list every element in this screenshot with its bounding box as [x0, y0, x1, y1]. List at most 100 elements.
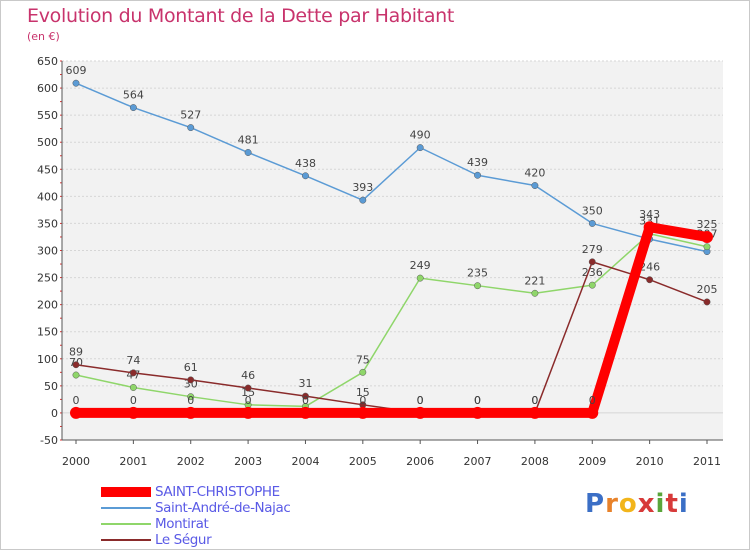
data-label-le-s-gur: 205 — [697, 283, 718, 296]
data-point-saint-andr-de-najac — [474, 171, 481, 179]
data-point-montirat — [588, 281, 596, 289]
y-tick-label: 0 — [51, 407, 58, 420]
data-label-le-s-gur: 89 — [69, 346, 83, 359]
data-point-le-s-gur — [187, 376, 195, 384]
plot-area — [62, 61, 723, 440]
data-label-saint-christophe: 0 — [73, 394, 80, 407]
data-point-saint-andr-de-najac — [416, 144, 424, 152]
y-tick-label: 450 — [37, 163, 58, 176]
data-label-le-s-gur: 0 — [474, 394, 481, 407]
data-label-le-s-gur: 46 — [241, 369, 255, 382]
legend-label: SAINT-CHRISTOPHE — [155, 484, 280, 500]
y-tick-label: 150 — [37, 326, 58, 339]
data-label-le-s-gur: 61 — [184, 361, 198, 374]
data-label-saint-christophe: 343 — [639, 208, 660, 221]
legend-label: Saint-André-de-Najac — [155, 500, 291, 516]
data-label-saint-christophe: 0 — [474, 394, 481, 407]
data-point-saint-andr-de-najac — [588, 219, 596, 227]
y-tick-label: 350 — [37, 217, 58, 230]
data-label-saint-andr-de-najac: 564 — [123, 89, 144, 102]
data-point-montirat — [187, 393, 195, 401]
data-point-saint-christophe — [70, 406, 82, 419]
data-label-saint-christophe: 0 — [130, 394, 137, 407]
data-label-le-s-gur: 74 — [126, 354, 140, 367]
data-label-saint-christophe: 0 — [531, 394, 538, 407]
legend-swatch-montirat — [101, 523, 151, 525]
data-label-le-s-gur: 0 — [531, 394, 538, 407]
y-tick-label: 200 — [37, 299, 58, 312]
y-tick-label: 550 — [37, 109, 58, 122]
data-point-montirat — [531, 289, 539, 297]
data-label-le-s-gur: 279 — [582, 243, 603, 256]
logo-letter: r — [605, 489, 619, 519]
data-point-montirat — [72, 371, 80, 379]
y-tick-label: 650 — [37, 55, 58, 68]
data-point-saint-christophe — [528, 406, 541, 419]
logo-letter: o — [618, 489, 638, 519]
x-tick-label: 2008 — [521, 455, 549, 468]
data-point-saint-christophe — [643, 221, 656, 234]
data-label-saint-christophe: 0 — [187, 394, 194, 407]
x-tick-label: 2007 — [464, 455, 492, 468]
y-tick-label: -50 — [40, 434, 58, 447]
data-label-saint-andr-de-najac: 350 — [582, 204, 603, 217]
legend-label: Montirat — [155, 516, 209, 532]
data-label-saint-andr-de-najac: 439 — [467, 156, 488, 169]
x-tick-label: 2011 — [693, 455, 721, 468]
data-label-saint-andr-de-najac: 393 — [352, 181, 373, 194]
data-point-montirat — [359, 368, 367, 376]
data-label-saint-christophe: 0 — [417, 394, 424, 407]
data-point-le-s-gur — [302, 392, 309, 400]
x-tick-label: 2000 — [62, 455, 90, 468]
x-tick-label: 2004 — [291, 455, 319, 468]
y-tick-label: 300 — [37, 245, 58, 258]
data-label-saint-andr-de-najac: 438 — [295, 157, 316, 170]
data-point-saint-andr-de-najac — [244, 149, 252, 156]
data-label-le-s-gur: 246 — [639, 261, 660, 274]
logo-letter: P — [585, 489, 606, 519]
data-point-saint-andr-de-najac — [359, 196, 367, 204]
data-label-montirat: 236 — [582, 266, 603, 279]
data-label-montirat: 235 — [467, 267, 488, 280]
x-tick-label: 2009 — [578, 455, 606, 468]
x-tick-label: 2010 — [636, 455, 664, 468]
series-line-saint-christophe — [71, 222, 712, 418]
data-point-le-s-gur — [72, 361, 80, 369]
data-point-saint-andr-de-najac — [72, 79, 80, 87]
series-line-montirat — [75, 232, 708, 408]
logo-letter: t — [665, 489, 679, 519]
x-tick-label: 2006 — [406, 455, 434, 468]
data-point-saint-andr-de-najac — [187, 124, 195, 132]
y-tick-label: 250 — [37, 272, 58, 285]
data-point-le-s-gur — [703, 298, 711, 306]
data-point-saint-christophe — [414, 406, 427, 419]
data-label-le-s-gur: 0 — [417, 394, 424, 407]
data-point-le-s-gur — [588, 258, 596, 266]
y-tick-label: 100 — [37, 353, 58, 366]
data-label-saint-christophe: 0 — [245, 394, 252, 407]
data-label-saint-andr-de-najac: 609 — [66, 64, 87, 77]
legend-swatch-saint-andr-de-najac — [101, 507, 151, 509]
legend-swatch-saint-christophe — [101, 487, 151, 497]
legend-label: Le Ségur — [155, 532, 212, 548]
y-tick-label: 600 — [37, 82, 58, 95]
data-label-saint-andr-de-najac: 420 — [524, 167, 545, 180]
data-label-le-s-gur: 15 — [356, 386, 370, 399]
data-label-le-s-gur: 31 — [298, 377, 312, 390]
data-label-saint-christophe: 0 — [589, 394, 596, 407]
logo-letter: i — [655, 489, 666, 519]
data-label-saint-christophe: 0 — [359, 394, 366, 407]
data-label-saint-andr-de-najac: 481 — [238, 134, 259, 147]
data-point-saint-christophe — [701, 230, 713, 243]
data-label-saint-andr-de-najac: 490 — [410, 129, 431, 142]
data-point-saint-andr-de-najac — [129, 104, 137, 112]
x-tick-label: 2002 — [177, 455, 205, 468]
data-label-montirat: 221 — [524, 274, 545, 287]
data-point-le-s-gur — [129, 369, 137, 377]
data-point-montirat — [703, 243, 711, 251]
y-tick-label: 500 — [37, 136, 58, 149]
data-point-saint-andr-de-najac — [531, 182, 539, 189]
y-tick-label: 50 — [44, 380, 58, 393]
chart-subtitle: (en €) — [27, 30, 60, 43]
